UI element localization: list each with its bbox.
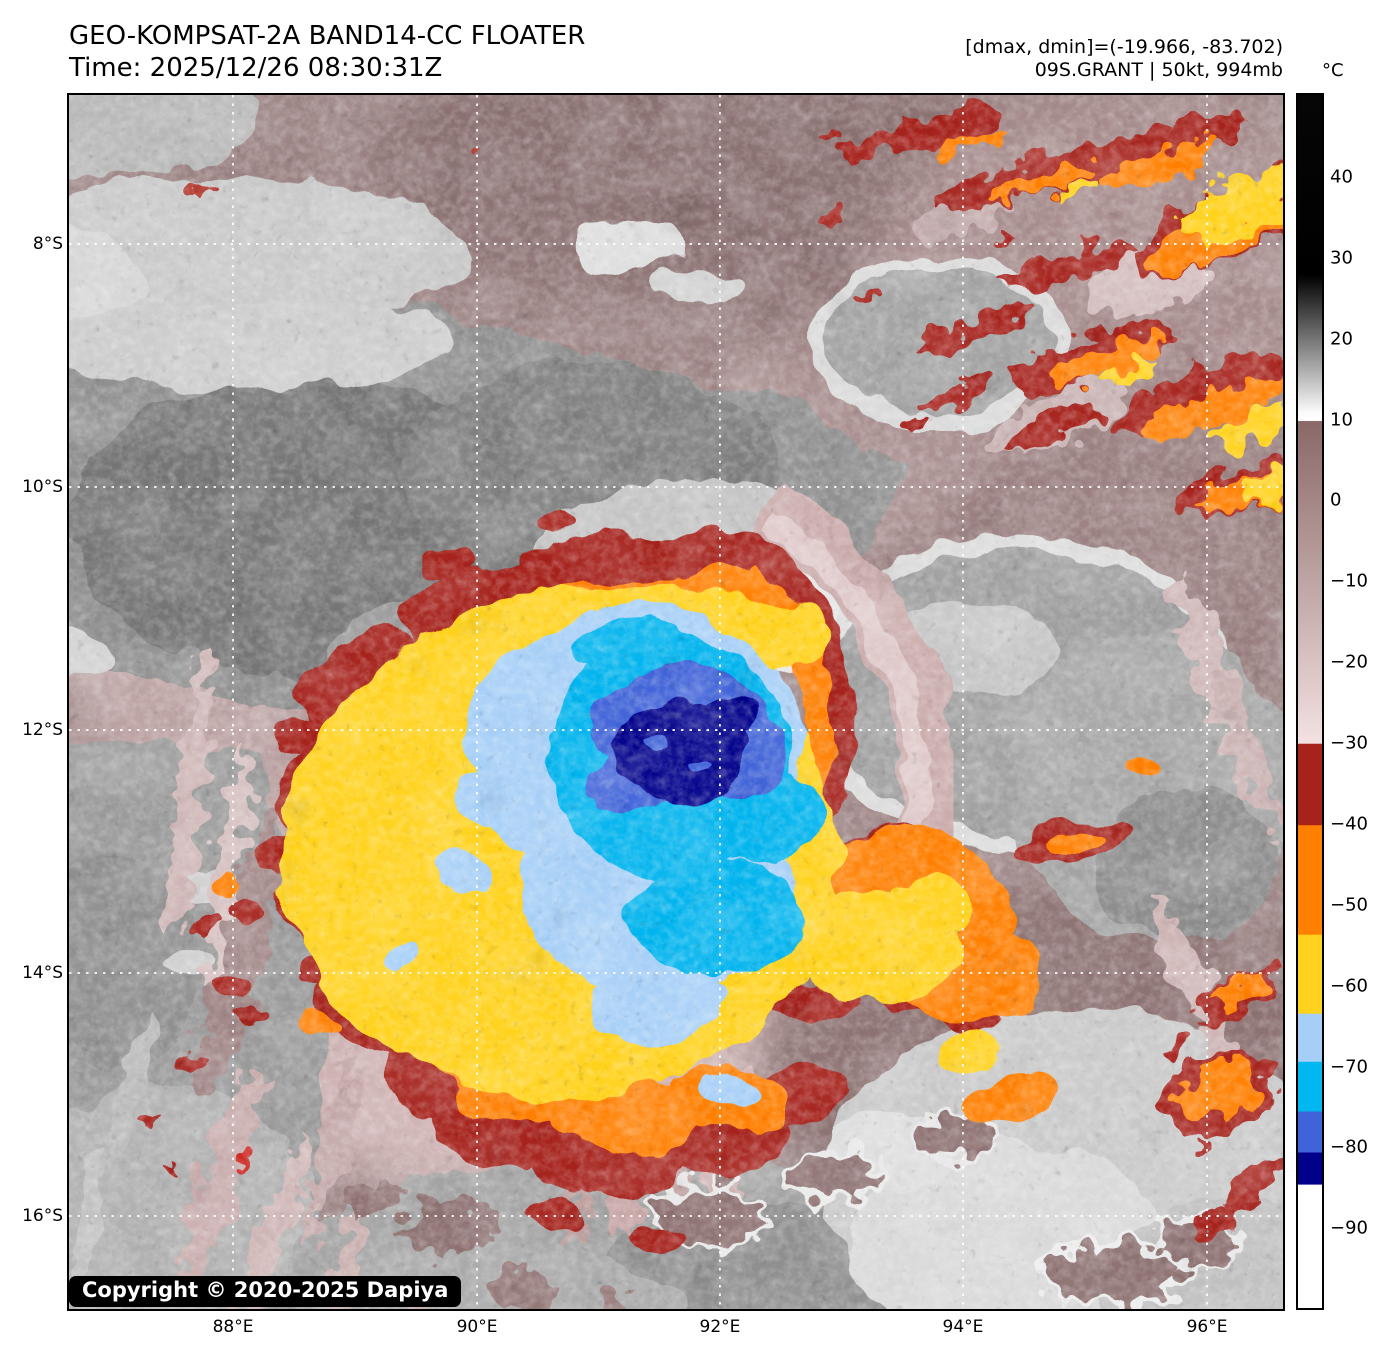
longitude-tick-label: 94°E bbox=[942, 1317, 984, 1337]
figure-timestamp: Time: 2025/12/26 08:30:31Z bbox=[69, 53, 443, 83]
copyright-badge: Copyright © 2020-2025 Dapiya bbox=[69, 1276, 462, 1307]
satellite-image bbox=[69, 95, 1283, 1309]
colorbar-tick-label: −30 bbox=[1330, 732, 1368, 754]
colorbar-tick-label: 10 bbox=[1330, 409, 1353, 431]
latitude-tick-label: 16°S bbox=[22, 1206, 63, 1226]
figure-header: GEO-KOMPSAT-2A BAND14-CC FLOATER Time: 2… bbox=[69, 20, 585, 84]
colorbar-tick-label: 20 bbox=[1330, 328, 1353, 350]
longitude-tick-label: 96°E bbox=[1186, 1317, 1228, 1337]
fine-dark-grain bbox=[69, 95, 1283, 1309]
longitude-tick-label: 90°E bbox=[456, 1317, 498, 1337]
longitude-tick-label: 92°E bbox=[699, 1317, 741, 1337]
colorbar-tick-label: −20 bbox=[1330, 651, 1368, 673]
latitude-tick-label: 12°S bbox=[22, 720, 63, 741]
colorbar-tick-label: −90 bbox=[1330, 1217, 1368, 1239]
colorbar-tick-label: 30 bbox=[1330, 247, 1353, 269]
satellite-map bbox=[67, 93, 1285, 1311]
colorbar-tick-label: 0 bbox=[1330, 489, 1342, 511]
colorbar-tick-label: −70 bbox=[1330, 1056, 1368, 1078]
dmax-dmin-readout: [dmax, dmin]=(-19.966, -83.702) bbox=[965, 36, 1283, 58]
colorbar-tick-label: −50 bbox=[1330, 894, 1368, 916]
colorbar-unit-label: °C bbox=[1322, 60, 1344, 81]
colorbar bbox=[1296, 93, 1324, 1310]
figure-info: [dmax, dmin]=(-19.966, -83.702) 09S.GRAN… bbox=[965, 36, 1283, 82]
longitude-tick-label: 88°E bbox=[212, 1317, 254, 1337]
colorbar-tick-label: −40 bbox=[1330, 813, 1368, 835]
figure-title: GEO-KOMPSAT-2A BAND14-CC FLOATER bbox=[69, 21, 586, 51]
latitude-tick-label: 8°S bbox=[32, 233, 63, 254]
colorbar-tick-label: −60 bbox=[1330, 975, 1368, 997]
latitude-tick-label: 14°S bbox=[22, 962, 63, 983]
graticule bbox=[69, 95, 1283, 1309]
storm-readout: 09S.GRANT | 50kt, 994mb bbox=[1034, 59, 1283, 81]
colorbar-tick-label: 40 bbox=[1330, 166, 1353, 188]
colorbar-tick-label: −10 bbox=[1330, 570, 1368, 592]
latitude-tick-label: 10°S bbox=[22, 477, 63, 497]
colorbar-tick-label: −80 bbox=[1330, 1136, 1368, 1158]
